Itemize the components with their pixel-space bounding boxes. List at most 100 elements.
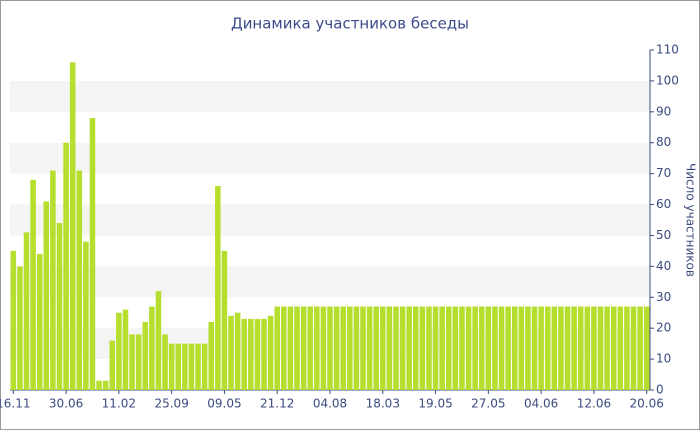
y-tick-label: 60 [656,197,671,211]
bar [478,306,485,390]
bar [307,306,313,390]
bar [577,306,584,390]
bar [347,306,353,390]
chart-title: Динамика участников беседы [231,15,469,33]
bar [610,306,617,390]
x-tick-label: 20.06 [630,397,664,411]
bar [300,306,307,390]
bar [162,334,168,390]
y-tick-label: 110 [656,43,679,57]
x-tick-label: 12.06 [577,397,611,411]
x-tick-label: 27.05 [471,397,505,411]
bar [558,306,564,390]
bar [63,142,69,390]
bar [380,306,386,390]
bar [175,343,182,390]
bar [248,318,254,390]
bar [439,306,445,390]
bar [234,312,241,390]
x-tick-label: 09.05 [207,397,241,411]
bar [274,306,280,390]
bar [254,318,261,390]
bar [168,343,175,390]
y-tick-label: 100 [656,73,679,87]
bar [228,315,234,390]
bar [149,306,155,390]
x-tick-label: 19.05 [418,397,452,411]
bar [241,318,247,390]
x-tick-label: 04.06 [524,397,558,411]
bar [122,309,129,390]
bar [281,306,287,390]
bar [294,306,300,390]
bar [518,306,525,390]
y-tick-label: 50 [656,228,671,242]
bar [129,334,135,390]
bar [261,318,267,390]
bar [459,306,465,390]
bar [505,306,511,390]
bar [69,62,76,390]
bar [531,306,538,390]
bar [116,312,122,390]
bar [597,306,604,390]
bar [195,343,201,390]
y-tick-label: 20 [656,321,671,335]
bar [373,306,379,390]
bar [201,343,208,390]
y-tick-label: 0 [656,383,664,397]
grid-band [10,266,650,298]
bar [498,306,505,390]
bar [188,343,195,390]
x-tick-label: 04.08 [313,397,347,411]
bar [630,306,637,390]
bar [135,334,142,390]
bar [23,232,30,390]
x-tick-label: 16.11 [0,397,30,411]
bar [426,306,432,390]
bar [353,306,360,390]
bar [221,250,228,390]
bar [544,306,551,390]
bar [96,380,102,390]
y-tick-label: 30 [656,290,671,304]
bar [564,306,571,390]
x-tick-label: 18.03 [366,397,400,411]
bar [591,306,597,390]
bar [551,306,558,390]
bar [432,306,439,390]
bar [584,306,591,390]
bar [413,306,419,390]
bar [366,306,373,390]
bar [399,306,406,390]
bar [393,306,399,390]
bar [472,306,478,390]
bar [492,306,498,390]
bar [155,291,162,390]
y-tick-label: 10 [656,352,671,366]
bar [452,306,459,390]
bar [624,306,630,390]
bar [386,306,393,390]
x-tick-label: 21.12 [260,397,294,411]
bar [406,306,412,390]
bar [340,306,346,390]
bar [287,306,294,390]
bar [182,343,188,390]
bar [333,306,340,390]
bar [36,254,43,390]
bar [109,340,116,390]
bar [643,306,650,390]
bar [360,306,366,390]
bar [538,306,544,390]
grid-band [10,204,650,236]
bar [525,306,531,390]
bar [83,241,89,390]
bar [320,306,327,390]
bar [142,322,149,390]
bar [571,306,577,390]
y-tick-label: 80 [656,135,671,149]
bar [215,186,221,390]
bar [76,170,83,390]
